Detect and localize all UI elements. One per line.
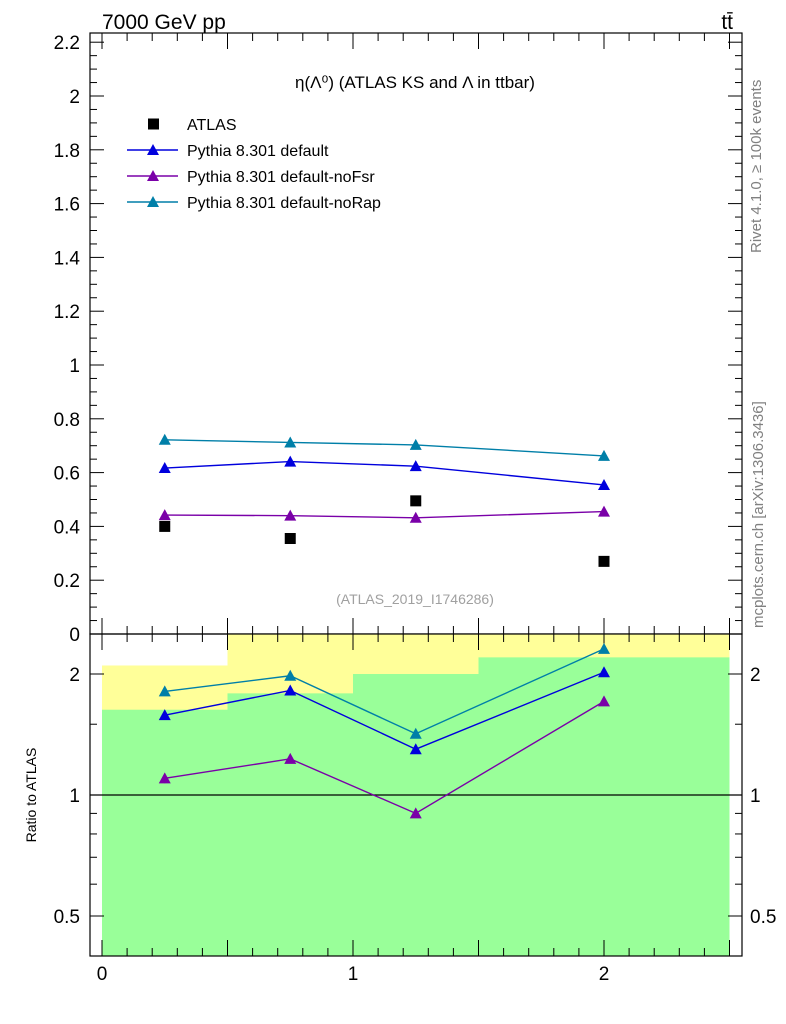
main-data-point xyxy=(410,495,422,507)
ratio-data-point xyxy=(158,685,171,697)
main-series-1 xyxy=(158,455,610,490)
ratio-data-point xyxy=(284,669,297,681)
ratio-data-point xyxy=(598,642,610,654)
main-series-0 xyxy=(159,495,610,567)
main-ytick-label: 1.2 xyxy=(54,302,80,323)
main-plot-series xyxy=(158,433,610,567)
main-series-3 xyxy=(158,433,610,461)
ratio-plot-series xyxy=(158,642,610,819)
legend-label: Pythia 8.301 default xyxy=(187,143,329,160)
legend-item: Pythia 8.301 default-noFsr xyxy=(127,169,375,186)
main-ytick-label: 0.8 xyxy=(54,410,80,431)
main-data-point xyxy=(284,455,297,467)
main-data-point xyxy=(598,449,610,461)
main-ytick-label: 2.2 xyxy=(54,33,80,54)
ratio-ytick-label-left: 2 xyxy=(69,665,80,686)
header-left: 7000 GeV pp xyxy=(102,11,226,34)
ratio-ytick-label-left: 1 xyxy=(69,786,80,807)
ratio-series-line xyxy=(164,671,605,750)
ratio-xtick-label: 0 xyxy=(97,964,108,985)
legend-item: Pythia 8.301 default xyxy=(127,143,329,160)
legend-item: Pythia 8.301 default-noRap xyxy=(127,195,381,212)
ratio-data-point xyxy=(598,695,610,707)
ratio-data-point xyxy=(598,666,610,678)
main-axis-ticks: 0 0.2 0.4 0.6 0.8 1 1.2 1.4 1.6 1.8 2 2.2 xyxy=(54,33,742,646)
main-ytick-label: 0 xyxy=(69,625,80,646)
ratio-series-1 xyxy=(158,695,610,819)
ratio-ytick-label-left: 0.5 xyxy=(54,907,80,928)
ratio-data-point xyxy=(158,772,171,784)
ratio-band-inner xyxy=(102,709,228,956)
mcplots-label: mcplots.cern.ch [arXiv:1306.3436] xyxy=(750,401,767,628)
legend-label: Pythia 8.301 default-noFsr xyxy=(187,169,375,186)
main-data-point xyxy=(598,478,610,490)
main-data-point xyxy=(158,462,171,474)
main-ytick-label: 0.4 xyxy=(54,517,81,538)
main-data-point xyxy=(158,433,171,445)
ratio-series-2 xyxy=(158,642,610,739)
main-series-line xyxy=(164,460,605,486)
ratio-ytick-label-right: 0.5 xyxy=(750,907,776,928)
main-data-point xyxy=(409,460,422,472)
main-ytick-label: 0.6 xyxy=(54,464,80,485)
header-right: tt̄ xyxy=(721,11,733,34)
ratio-data-point xyxy=(284,752,297,764)
main-data-point xyxy=(159,520,171,532)
main-ytick-label: 1.8 xyxy=(54,141,80,162)
legend-marker xyxy=(147,144,159,155)
ratio-data-point xyxy=(284,684,297,696)
ratio-xtick-label: 1 xyxy=(348,964,359,985)
ratio-series-line xyxy=(164,700,605,815)
ratio-ytick-label-right: 1 xyxy=(750,786,761,807)
ratio-ylabel: Ratio to ATLAS xyxy=(23,748,39,843)
ratio-data-point xyxy=(409,727,422,739)
legend-label: Pythia 8.301 default-noRap xyxy=(187,195,381,212)
ratio-xtick-label: 2 xyxy=(599,964,610,985)
main-series-2 xyxy=(158,505,610,523)
main-data-point xyxy=(284,436,297,448)
ratio-ytick-label-right: 2 xyxy=(750,665,761,686)
main-ytick-label: 2 xyxy=(69,87,80,108)
ratio-data-point xyxy=(158,709,171,721)
main-series-line xyxy=(164,439,605,457)
main-series-line xyxy=(164,510,605,519)
main-ytick-label: 1.4 xyxy=(54,248,81,269)
main-ytick-label: 1 xyxy=(69,356,80,377)
main-data-point xyxy=(409,438,422,450)
main-data-point xyxy=(409,511,422,523)
analysis-watermark: (ATLAS_2019_I1746286) xyxy=(336,591,494,607)
ratio-data-point xyxy=(409,743,422,755)
main-data-point xyxy=(284,533,296,545)
ratio-series-0 xyxy=(158,666,610,755)
ratio-band-inner xyxy=(227,693,353,956)
legend-marker xyxy=(147,170,159,181)
legend-label: ATLAS xyxy=(187,117,237,134)
main-data-point xyxy=(158,509,171,521)
main-ytick-label: 1.6 xyxy=(54,195,80,216)
legend-item: ATLAS xyxy=(148,117,237,134)
legend-marker xyxy=(148,118,159,130)
plot-title: η(Λ⁰) (ATLAS KS and Λ in ttbar) xyxy=(295,73,535,92)
main-data-point xyxy=(284,509,297,521)
ratio-plot-frame xyxy=(89,633,743,957)
main-data-point xyxy=(598,505,610,517)
main-ytick-label: 0.2 xyxy=(54,571,80,592)
ratio-data-point xyxy=(409,807,422,819)
legend-marker xyxy=(147,196,159,207)
main-data-point xyxy=(598,555,610,567)
legend: ATLAS Pythia 8.301 default Pythia 8.301 de… xyxy=(127,117,381,212)
ratio-series-line xyxy=(164,648,605,735)
rivet-label: Rivet 4.1.0, ≥ 100k events xyxy=(748,80,765,253)
